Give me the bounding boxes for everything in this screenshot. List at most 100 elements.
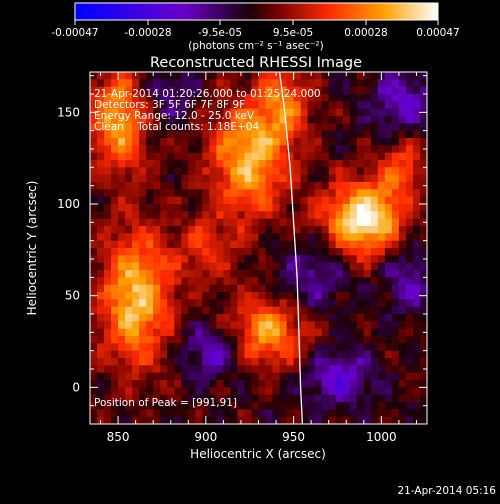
heatmap-cell <box>258 306 267 315</box>
heatmap-cell <box>265 130 274 139</box>
heatmap-cell <box>181 372 189 381</box>
heatmap-cell <box>314 167 323 176</box>
heatmap-cell <box>307 262 316 271</box>
heatmap-cell <box>279 160 288 168</box>
heatmap-cell <box>405 262 414 271</box>
heatmap-cell <box>321 123 330 132</box>
heatmap-cell <box>405 72 414 80</box>
heatmap-cell <box>111 416 119 424</box>
heatmap-cell <box>349 72 358 80</box>
heatmap-cell <box>125 328 133 337</box>
heatmap-cell <box>398 299 407 308</box>
heatmap-cell <box>125 152 133 161</box>
heatmap-cell <box>251 240 260 249</box>
heatmap-cell <box>125 72 133 80</box>
heatmap-cell <box>195 130 203 139</box>
heatmap-cell <box>188 343 196 352</box>
heatmap-cell <box>342 167 351 176</box>
heatmap-cell <box>258 380 267 388</box>
heatmap-cell <box>279 277 288 286</box>
heatmap-cell <box>111 314 119 322</box>
heatmap-cell <box>223 108 232 117</box>
heatmap-cell <box>258 336 267 344</box>
heatmap-cell <box>272 387 281 396</box>
heatmap-cell <box>356 240 365 249</box>
heatmap-cell <box>251 365 260 374</box>
heatmap-cell <box>223 409 232 418</box>
heatmap-cell <box>349 277 358 286</box>
heatmap-cell <box>188 416 196 424</box>
heatmap-cell <box>251 167 260 176</box>
heatmap-cell <box>258 387 267 396</box>
heatmap-cell <box>111 145 119 154</box>
heatmap-cell <box>258 211 267 220</box>
heatmap-cell <box>405 314 414 322</box>
heatmap-cell <box>118 306 126 315</box>
heatmap-cell <box>118 255 126 264</box>
heatmap-cell <box>279 314 288 322</box>
heatmap-cell <box>153 270 161 278</box>
heatmap-cell <box>251 321 260 330</box>
heatmap-cell <box>370 387 379 396</box>
heatmap-cell <box>167 167 175 176</box>
heatmap-cell <box>153 116 161 124</box>
heatmap-cell <box>405 328 414 337</box>
heatmap-cell <box>370 321 379 330</box>
heatmap-cell <box>104 299 112 308</box>
heatmap-cell <box>181 94 189 102</box>
heatmap-cell <box>384 101 393 110</box>
heatmap-cell <box>321 226 330 234</box>
heatmap-cell <box>118 409 126 418</box>
heatmap-cell <box>420 277 427 286</box>
heatmap-cell <box>237 255 246 264</box>
heatmap-cell <box>237 328 246 337</box>
heatmap-cell <box>370 284 379 293</box>
heatmap-cell <box>251 152 260 161</box>
heatmap-cell <box>265 226 274 234</box>
heatmap-cell <box>104 292 112 300</box>
heatmap-cell <box>265 138 274 146</box>
heatmap-cell <box>335 108 344 117</box>
heatmap-cell <box>384 233 393 242</box>
heatmap-cell <box>174 409 182 418</box>
heatmap-cell <box>258 138 267 146</box>
heatmap-cell <box>314 402 323 410</box>
heatmap-cell <box>293 182 302 190</box>
heatmap-cell <box>265 108 274 117</box>
heatmap-cell <box>314 321 323 330</box>
heatmap-cell <box>286 306 295 315</box>
heatmap-cell <box>342 108 351 117</box>
heatmap-cell <box>391 218 400 227</box>
heatmap-cell <box>279 174 288 183</box>
heatmap-cell <box>398 138 407 146</box>
heatmap-cell <box>363 284 372 293</box>
heatmap-cell <box>307 321 316 330</box>
heatmap-cell <box>202 189 210 198</box>
heatmap-cell <box>146 336 154 344</box>
heatmap-cell <box>97 189 105 198</box>
heatmap-cell <box>258 350 267 359</box>
heatmap-cell <box>209 152 218 161</box>
heatmap-cell <box>125 226 133 234</box>
heatmap-cell <box>286 402 295 410</box>
heatmap-cell <box>321 284 330 293</box>
heatmap-cell <box>363 328 372 337</box>
heatmap-cell <box>321 189 330 198</box>
heatmap-cell <box>384 350 393 359</box>
heatmap-cell <box>90 336 98 344</box>
heatmap-cell <box>174 196 182 205</box>
heatmap-cell <box>384 380 393 388</box>
heatmap-cell <box>188 270 196 278</box>
heatmap-cell <box>90 343 98 352</box>
heatmap-cell <box>328 226 337 234</box>
heatmap-cell <box>195 196 203 205</box>
heatmap-cell <box>244 284 253 293</box>
heatmap-cell <box>237 380 246 388</box>
heatmap-cell <box>349 240 358 249</box>
heatmap-cell <box>125 233 133 242</box>
heatmap-cell <box>279 299 288 308</box>
heatmap-cell <box>244 182 253 190</box>
heatmap-cell <box>314 123 323 132</box>
heatmap-cell <box>160 409 168 418</box>
heatmap-cell <box>118 174 126 183</box>
